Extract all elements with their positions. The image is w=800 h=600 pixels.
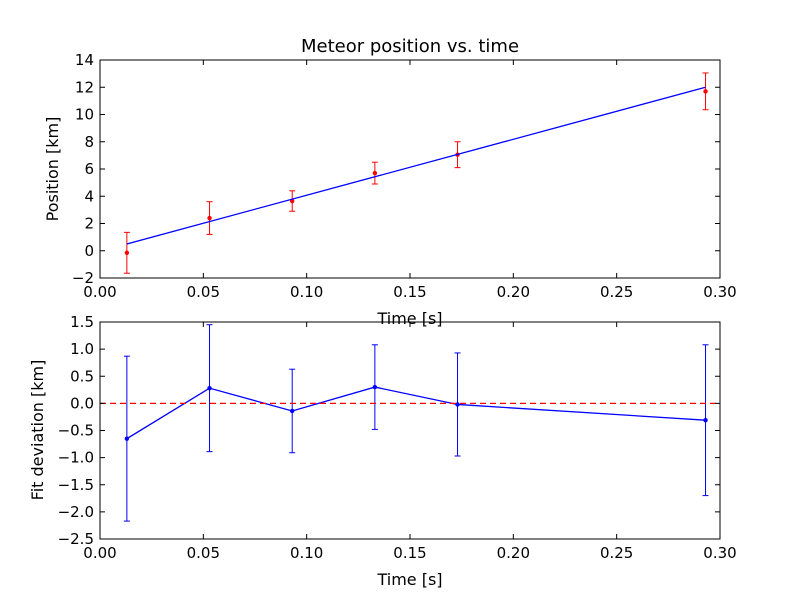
deviation-chart: 0.00 0.05 0.10 0.15 0.20 0.25 0.30 −2.5 −2.0 −1.… <box>28 313 737 589</box>
x-tick-label: 0.05 <box>187 283 220 301</box>
data-point <box>124 250 130 255</box>
y-tick-label: 0.5 <box>70 367 94 385</box>
data-point <box>124 436 130 441</box>
y-tick-label: 4 <box>84 187 94 205</box>
y-tick-label: 10 <box>75 106 94 124</box>
data-point <box>372 384 378 390</box>
y-tick-label: 0 <box>84 242 94 260</box>
x-tick-label: 0.25 <box>600 544 633 562</box>
x-tick-label: 0.30 <box>703 544 736 562</box>
y-tick-label: 2 <box>84 215 94 233</box>
data-point <box>455 402 460 407</box>
y-tick-label: 8 <box>84 133 94 151</box>
x-tick-label: 0.10 <box>290 544 323 562</box>
y-tick-label: −1.0 <box>58 449 94 467</box>
x-tick-label: 0.25 <box>600 283 633 301</box>
x-tick-label: 0.30 <box>703 283 736 301</box>
x-tick-label: 0.05 <box>187 544 220 562</box>
x-tick-label: 0.20 <box>497 544 530 562</box>
y-tick-label: 1.0 <box>70 340 94 358</box>
y-tick-label: 0.0 <box>70 394 94 412</box>
x-axis-label: Time [s] <box>376 570 442 589</box>
x-tick-label: 0.00 <box>83 283 116 301</box>
deviation-line <box>126 386 706 440</box>
y-tick-label: 1.5 <box>70 313 94 331</box>
x-tick-label: 0.10 <box>290 283 323 301</box>
chart-title: Meteor position vs. time <box>301 36 519 57</box>
x-tick-label: 0.15 <box>393 283 426 301</box>
x-tick-label: 0.00 <box>83 544 116 562</box>
y-tick-label: 6 <box>84 160 94 178</box>
data-point <box>290 408 295 414</box>
data-point <box>207 385 212 391</box>
position-chart: Meteor position vs. time 0.00 0.05 0.10 0.1… <box>43 36 737 328</box>
y-tick-label: −2 <box>72 269 94 287</box>
data-point <box>372 170 378 176</box>
x-axis-label: Time [s] <box>376 309 442 328</box>
y-axis-label: Fit deviation [km] <box>28 360 47 501</box>
data-point <box>703 417 708 423</box>
y-tick-label: 12 <box>75 78 94 96</box>
x-tick-label: 0.15 <box>393 544 426 562</box>
y-tick-label: −1.5 <box>58 476 94 494</box>
x-tick-label: 0.20 <box>497 283 530 301</box>
y-tick-label: −2.0 <box>58 503 94 521</box>
y-tick-label: 14 <box>75 51 94 69</box>
fit-line <box>126 86 706 245</box>
y-tick-label: −2.5 <box>58 530 94 548</box>
data-point <box>207 215 212 221</box>
y-axis-label: Position [km] <box>43 117 62 222</box>
data-point <box>703 89 708 94</box>
y-tick-label: −0.5 <box>58 422 94 440</box>
